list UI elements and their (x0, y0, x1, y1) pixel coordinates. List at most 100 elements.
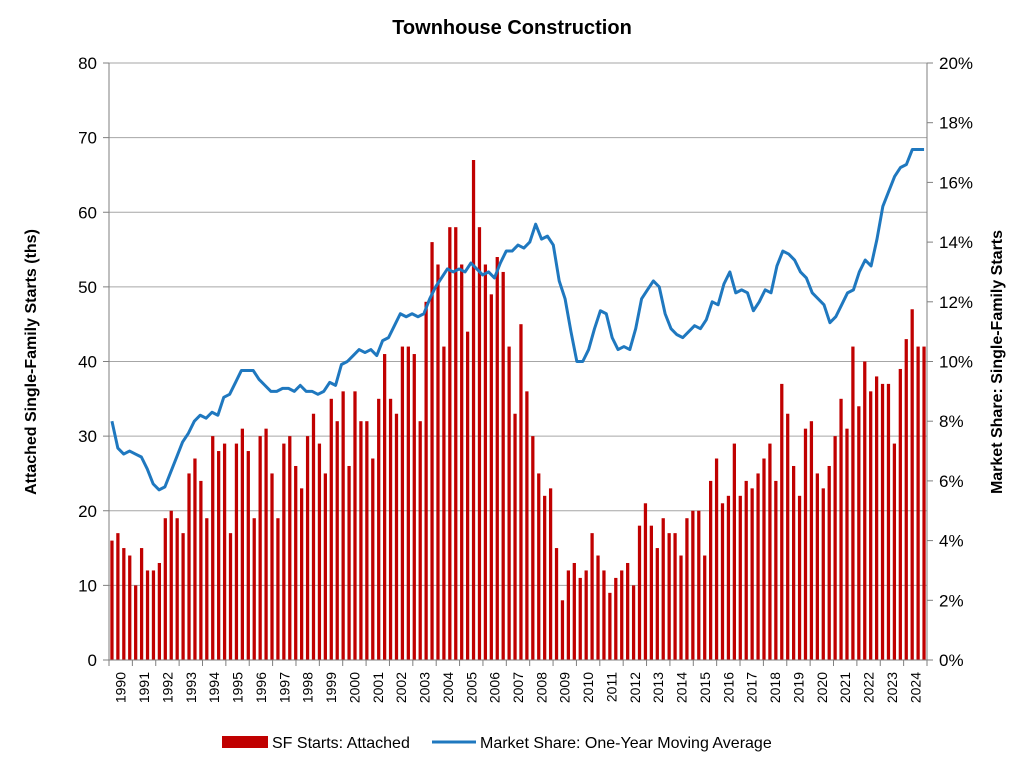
left-tick-label: 80 (78, 54, 97, 73)
bar (554, 548, 559, 660)
bar (614, 577, 618, 660)
bar (169, 510, 173, 660)
x-tick-label: 1992 (159, 672, 175, 703)
bar (471, 160, 476, 660)
right-axis-title: Market Share: Single-Family Starts (989, 230, 1006, 494)
left-axis-title: Attached Single-Family Starts (ths) (23, 229, 40, 495)
bar (691, 510, 695, 660)
bar (780, 383, 784, 660)
x-tick-label: 2023 (884, 672, 900, 703)
bar (465, 331, 470, 660)
bar (892, 443, 897, 660)
bar (187, 473, 191, 660)
right-tick-label: 0% (939, 651, 964, 670)
bar (477, 227, 482, 660)
bar (845, 428, 849, 660)
bar (537, 473, 541, 660)
bar (110, 540, 114, 660)
bar (697, 510, 701, 660)
right-tick-label: 8% (939, 412, 964, 431)
bar (560, 600, 565, 660)
x-tick-label: 2017 (744, 672, 760, 703)
x-tick-label: 2014 (674, 672, 690, 703)
x-tick-label: 2021 (837, 672, 853, 703)
bar (709, 480, 713, 660)
bar (294, 465, 298, 660)
bar (483, 264, 488, 660)
bar (827, 465, 831, 660)
bar (418, 421, 422, 660)
bar (596, 555, 600, 660)
x-tick-label: 2015 (697, 672, 713, 703)
bar (495, 257, 499, 660)
bar (792, 465, 796, 660)
bar (305, 436, 310, 661)
market-share-line (110, 148, 925, 492)
x-tick-label: 2011 (603, 672, 619, 702)
x-tick-label: 1991 (136, 672, 152, 703)
bar (863, 361, 867, 660)
bar-series (110, 160, 926, 661)
bar (205, 518, 209, 660)
bar (388, 398, 393, 660)
bar (341, 391, 345, 660)
right-tick-label: 20% (939, 54, 973, 73)
bar (756, 473, 760, 660)
right-axis-ticks: 0% 2% 4% 6% 8% 10% 12% 14% 16% 18% 20% (927, 54, 973, 670)
bar (880, 383, 885, 660)
x-tick-label: 1997 (276, 672, 292, 703)
left-tick-label: 40 (78, 353, 97, 372)
bar (886, 383, 891, 660)
bar (460, 264, 464, 660)
bar (157, 562, 162, 660)
bar (436, 264, 440, 660)
x-tick-label: 1990 (113, 672, 129, 703)
bar (175, 518, 179, 660)
x-tick-label: 1996 (253, 672, 269, 703)
chart-title: Townhouse Construction (392, 17, 632, 39)
bar (371, 458, 375, 660)
bar (726, 495, 731, 660)
bar (151, 570, 156, 660)
bar (234, 443, 239, 660)
bar (543, 495, 547, 660)
bar (916, 346, 920, 660)
x-tick-label: 1995 (230, 672, 246, 703)
x-tick-label: 1999 (323, 672, 339, 703)
bar (590, 533, 594, 660)
bar (578, 577, 582, 660)
bar (448, 227, 452, 660)
bar (163, 518, 167, 660)
bar (139, 548, 144, 660)
bar (531, 436, 535, 661)
bar (667, 533, 671, 660)
bar (839, 398, 843, 660)
left-tick-label: 50 (78, 278, 97, 297)
bar (217, 451, 221, 660)
left-tick-label: 60 (78, 203, 97, 222)
bar (406, 346, 410, 660)
x-axis-ticks: 1990 1991 1992 1993 1994 1995 1996 1997 1998 1999… (108, 660, 928, 703)
left-tick-label: 10 (78, 576, 97, 595)
x-tick-label: 2002 (393, 672, 409, 703)
bar (857, 406, 861, 660)
bar (732, 443, 736, 660)
bar (365, 421, 369, 660)
bar (851, 346, 855, 660)
bar (193, 458, 197, 660)
bar (264, 428, 268, 660)
bar (762, 458, 766, 660)
left-tick-label: 70 (78, 129, 97, 148)
bar (442, 346, 446, 660)
bar (377, 398, 381, 660)
bar (649, 525, 653, 660)
right-tick-label: 10% (939, 353, 973, 372)
x-tick-label: 2010 (580, 672, 596, 703)
bar (744, 480, 748, 660)
bar (300, 488, 304, 660)
bar (768, 443, 772, 660)
bar (904, 339, 908, 660)
bar (679, 555, 683, 660)
bar (489, 294, 493, 660)
bar (631, 585, 636, 661)
